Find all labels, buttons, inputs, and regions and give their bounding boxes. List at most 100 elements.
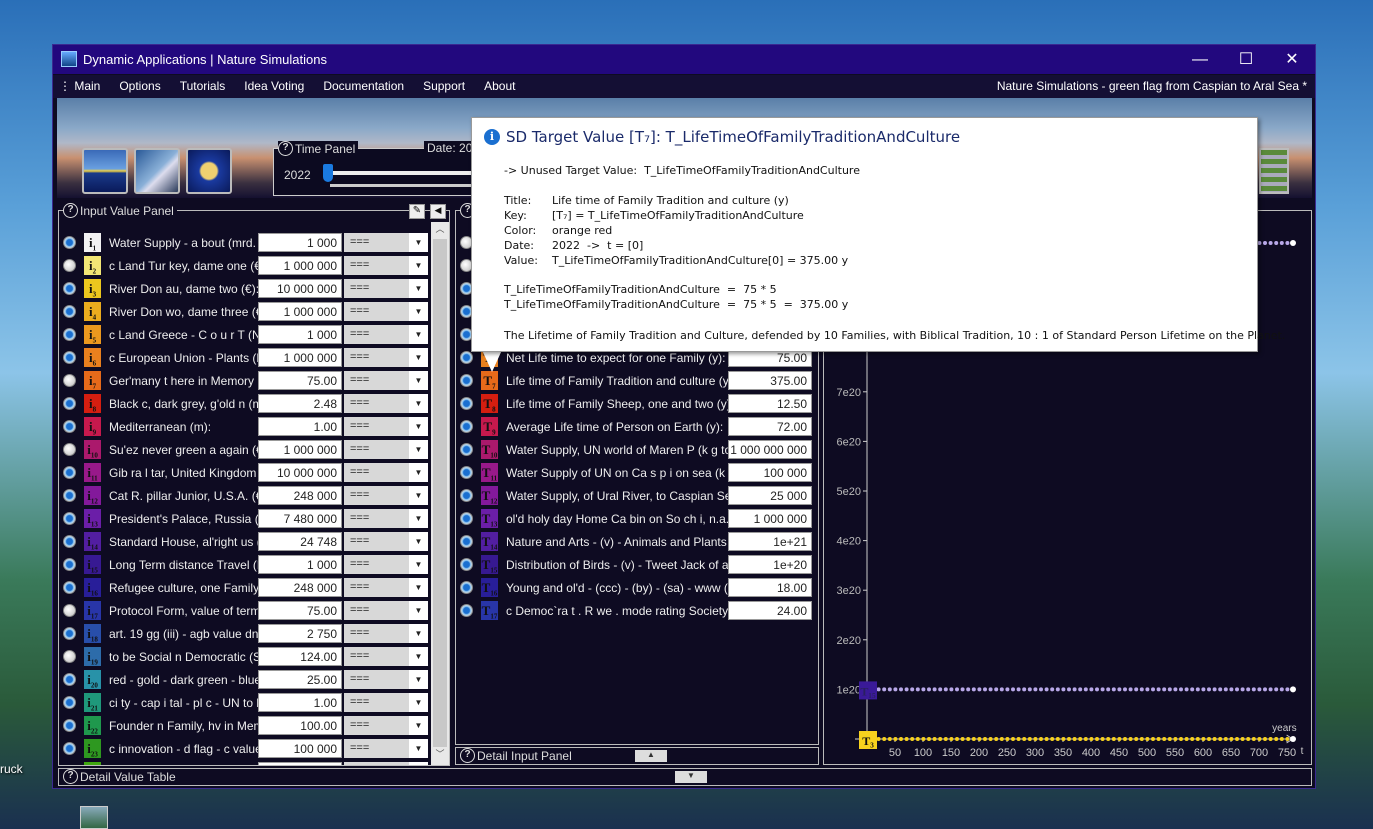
- visibility-radio[interactable]: [460, 374, 473, 387]
- visibility-radio[interactable]: [63, 282, 76, 295]
- menu-item[interactable]: Tutorials: [179, 79, 226, 93]
- chevron-down-icon[interactable]: ▼: [409, 739, 428, 758]
- visibility-radio[interactable]: [63, 420, 76, 433]
- chevron-down-icon[interactable]: ▼: [409, 578, 428, 597]
- visibility-radio[interactable]: [460, 466, 473, 479]
- menu-item[interactable]: Support: [423, 79, 466, 93]
- chevron-down-icon[interactable]: ▼: [409, 463, 428, 482]
- value-input[interactable]: 75.00: [258, 601, 342, 620]
- value-input[interactable]: 1e+20: [728, 555, 812, 574]
- visibility-radio[interactable]: [460, 420, 473, 433]
- value-input[interactable]: 1 000 000: [728, 509, 812, 528]
- operator-dropdown[interactable]: ===▼: [344, 739, 428, 758]
- value-input[interactable]: 365.00: [258, 762, 342, 765]
- scenario-thumbnail-door[interactable]: [186, 148, 232, 194]
- collapse-left-button[interactable]: ◀: [430, 204, 446, 219]
- operator-dropdown[interactable]: ===▼: [344, 716, 428, 735]
- help-icon[interactable]: ?: [278, 141, 293, 156]
- chevron-down-icon[interactable]: ▼: [409, 624, 428, 643]
- value-input[interactable]: 248 000: [258, 486, 342, 505]
- chevron-down-icon[interactable]: ▼: [409, 394, 428, 413]
- menu-item[interactable]: Idea Voting: [244, 79, 305, 93]
- visibility-radio[interactable]: [63, 351, 76, 364]
- visibility-radio[interactable]: [63, 259, 76, 272]
- visibility-radio[interactable]: [460, 535, 473, 548]
- visibility-radio[interactable]: [460, 604, 473, 617]
- scenario-thumbnail-building[interactable]: [1259, 148, 1289, 194]
- value-input[interactable]: 124.00: [258, 647, 342, 666]
- value-input[interactable]: 1 000: [258, 233, 342, 252]
- chevron-down-icon[interactable]: ▼: [409, 670, 428, 689]
- chevron-down-icon[interactable]: ▼: [409, 716, 428, 735]
- visibility-radio[interactable]: [63, 650, 76, 663]
- chevron-down-icon[interactable]: ▼: [409, 417, 428, 436]
- scenario-thumbnail-pier[interactable]: [134, 148, 180, 194]
- visibility-radio[interactable]: [63, 236, 76, 249]
- operator-dropdown[interactable]: ===▼: [344, 417, 428, 436]
- menu-item[interactable]: Documentation: [323, 79, 405, 93]
- value-input[interactable]: 1 000 000: [258, 348, 342, 367]
- value-input[interactable]: 25 000: [728, 486, 812, 505]
- visibility-radio[interactable]: [460, 581, 473, 594]
- operator-dropdown[interactable]: ===▼: [344, 647, 428, 666]
- minimize-button[interactable]: —: [1192, 51, 1208, 68]
- visibility-radio[interactable]: [63, 742, 76, 755]
- visibility-radio[interactable]: [63, 328, 76, 341]
- value-input[interactable]: 10 000 000: [258, 463, 342, 482]
- visibility-radio[interactable]: [63, 512, 76, 525]
- operator-dropdown[interactable]: ===▼: [344, 601, 428, 620]
- operator-dropdown[interactable]: ===▼: [344, 624, 428, 643]
- visibility-radio[interactable]: [460, 489, 473, 502]
- chevron-down-icon[interactable]: ▼: [409, 647, 428, 666]
- value-input[interactable]: 12.50: [728, 394, 812, 413]
- expand-up-button[interactable]: ▲: [635, 750, 667, 762]
- operator-dropdown[interactable]: ===▼: [344, 279, 428, 298]
- value-input[interactable]: 375.00: [728, 371, 812, 390]
- chevron-down-icon[interactable]: ▼: [409, 325, 428, 344]
- visibility-radio[interactable]: [460, 443, 473, 456]
- scrollbar[interactable]: ︿ ﹀: [431, 222, 449, 765]
- edit-pencil-icon[interactable]: ✎: [409, 204, 425, 219]
- menu-item[interactable]: About: [484, 79, 516, 93]
- operator-dropdown[interactable]: ===▼: [344, 670, 428, 689]
- value-input[interactable]: 1.00: [258, 417, 342, 436]
- operator-dropdown[interactable]: ===▼: [344, 463, 428, 482]
- visibility-radio[interactable]: [63, 627, 76, 640]
- value-input[interactable]: 100.00: [258, 716, 342, 735]
- time-slider-track[interactable]: [326, 171, 576, 175]
- chevron-down-icon[interactable]: ▼: [409, 601, 428, 620]
- chevron-down-icon[interactable]: ▼: [409, 348, 428, 367]
- value-input[interactable]: 1 000: [258, 325, 342, 344]
- visibility-radio[interactable]: [63, 374, 76, 387]
- visibility-radio[interactable]: [63, 443, 76, 456]
- operator-dropdown[interactable]: ===▼: [344, 325, 428, 344]
- visibility-radio[interactable]: [460, 558, 473, 571]
- chevron-down-icon[interactable]: ▼: [409, 486, 428, 505]
- visibility-radio[interactable]: [63, 604, 76, 617]
- operator-dropdown[interactable]: ===▼: [344, 762, 428, 765]
- chevron-down-icon[interactable]: ▼: [409, 532, 428, 551]
- operator-dropdown[interactable]: ===▼: [344, 693, 428, 712]
- menu-item[interactable]: Options: [119, 79, 161, 93]
- scrollbar-thumb[interactable]: [433, 239, 447, 747]
- chevron-down-icon[interactable]: ▼: [409, 371, 428, 390]
- value-input[interactable]: 1 000 000 000: [728, 440, 812, 459]
- close-button[interactable]: ✕: [1285, 51, 1299, 68]
- value-input[interactable]: 72.00: [728, 417, 812, 436]
- chevron-down-icon[interactable]: ▼: [409, 302, 428, 321]
- chevron-down-icon[interactable]: ▼: [409, 233, 428, 252]
- help-icon[interactable]: ?: [460, 748, 475, 763]
- visibility-radio[interactable]: [460, 397, 473, 410]
- visibility-radio[interactable]: [63, 305, 76, 318]
- visibility-radio[interactable]: [63, 581, 76, 594]
- value-input[interactable]: 1.00: [258, 693, 342, 712]
- chevron-down-icon[interactable]: ▼: [409, 555, 428, 574]
- value-input[interactable]: 248 000: [258, 578, 342, 597]
- operator-dropdown[interactable]: ===▼: [344, 233, 428, 252]
- visibility-radio[interactable]: [63, 673, 76, 686]
- operator-dropdown[interactable]: ===▼: [344, 256, 428, 275]
- visibility-radio[interactable]: [63, 696, 76, 709]
- desktop-icon[interactable]: [80, 806, 108, 829]
- operator-dropdown[interactable]: ===▼: [344, 555, 428, 574]
- visibility-radio[interactable]: [63, 489, 76, 502]
